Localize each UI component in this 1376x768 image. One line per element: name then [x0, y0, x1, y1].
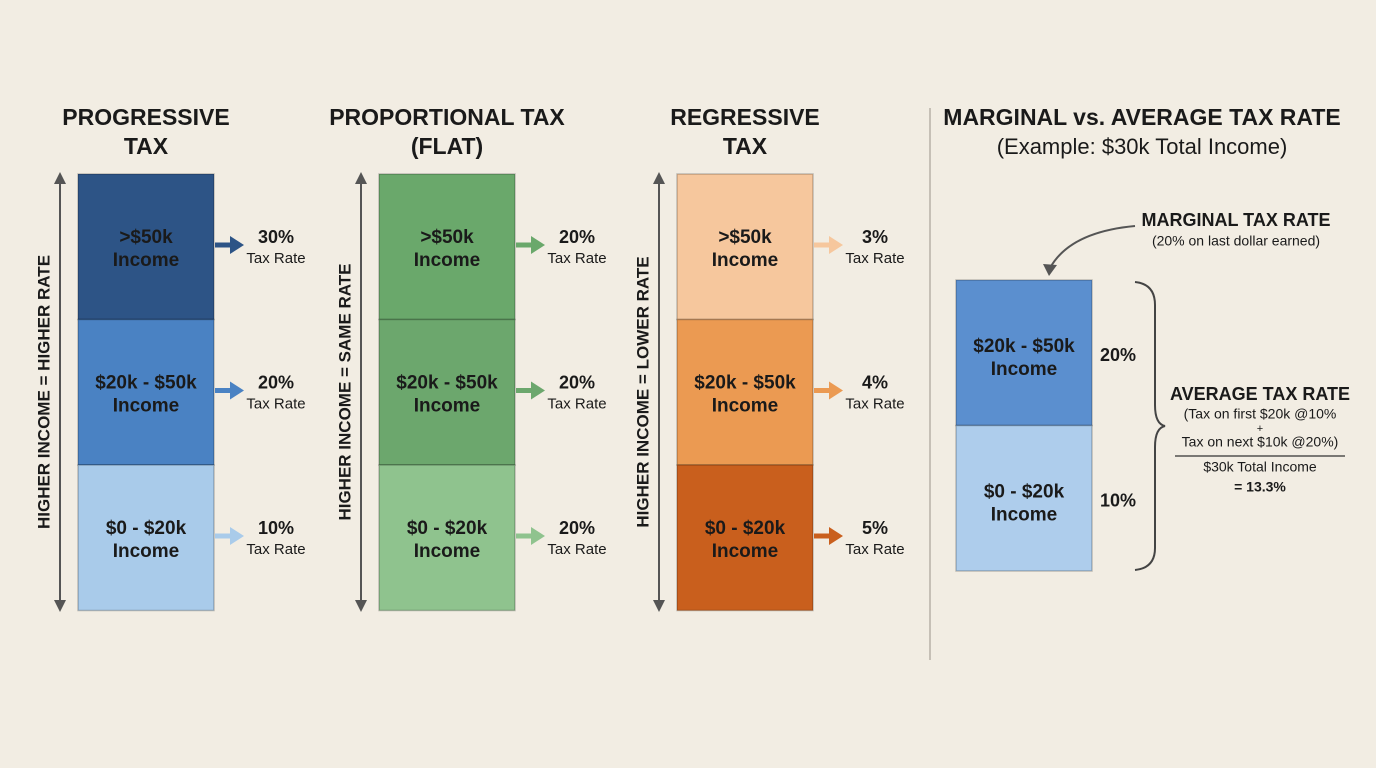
- axis-label: HIGHER INCOME = LOWER RATE: [633, 256, 652, 527]
- panel-title: TAX: [723, 133, 768, 159]
- income-band: [676, 318, 814, 466]
- tax-rate: 20%: [559, 372, 595, 392]
- rate-arrowhead: [531, 381, 545, 400]
- rate-arrowhead: [230, 381, 244, 400]
- panel-title: PROPORTIONAL TAX: [329, 104, 565, 130]
- formula-line: Tax on next $10k @20%): [1182, 434, 1339, 450]
- income-band: [676, 173, 814, 321]
- band-label: Income: [414, 396, 481, 417]
- formula-line: (Tax on first $20k @10%: [1184, 406, 1337, 422]
- rate-arrowhead: [531, 527, 545, 545]
- panel-title: (FLAT): [411, 133, 483, 159]
- tax-rate-label: Tax Rate: [246, 250, 305, 267]
- tax-rate: 5%: [862, 518, 888, 538]
- band-label: $0 - $20k: [984, 482, 1065, 503]
- marginal-arrowhead: [1043, 264, 1057, 276]
- axis-arrowhead: [54, 600, 66, 612]
- denominator: $30k Total Income: [1203, 459, 1317, 475]
- band-label: Income: [712, 396, 779, 417]
- tax-rate: 20%: [559, 518, 595, 538]
- band-label: Income: [991, 359, 1058, 380]
- comparison-subtitle: (Example: $30k Total Income): [997, 134, 1288, 159]
- rate-arrowhead: [829, 236, 843, 254]
- band-label: >$50k: [119, 227, 173, 248]
- tax-rate-label: Tax Rate: [845, 541, 904, 558]
- band-label: Income: [113, 541, 180, 562]
- axis-arrowhead: [355, 172, 367, 184]
- tax-rate: 3%: [862, 227, 888, 247]
- average-title: AVERAGE TAX RATE: [1170, 384, 1350, 404]
- band-label: $0 - $20k: [407, 518, 488, 539]
- marginal-note: (20% on last dollar earned): [1152, 233, 1320, 249]
- axis-arrowhead: [54, 172, 66, 184]
- band-label: $0 - $20k: [705, 518, 786, 539]
- tax-rate-label: Tax Rate: [547, 250, 606, 267]
- axis-label: HIGHER INCOME = SAME RATE: [335, 263, 354, 520]
- tax-rate-label: Tax Rate: [845, 395, 904, 412]
- axis-arrowhead: [653, 172, 665, 184]
- rate-arrowhead: [531, 236, 545, 254]
- band-label: Income: [414, 250, 481, 271]
- tax-rate: 4%: [862, 372, 888, 392]
- axis-arrowhead: [653, 600, 665, 612]
- income-band: [77, 464, 215, 612]
- result: = 13.3%: [1234, 479, 1286, 495]
- marginal-title: MARGINAL TAX RATE: [1142, 210, 1331, 230]
- band-label: Income: [414, 541, 481, 562]
- band-label: $20k - $50k: [694, 373, 796, 394]
- tax-rate-label: Tax Rate: [246, 395, 305, 412]
- panel-title: TAX: [124, 133, 169, 159]
- tax-rate: 10%: [1100, 490, 1136, 510]
- tax-rate: 10%: [258, 518, 294, 538]
- band-label: >$50k: [718, 227, 772, 248]
- tax-rate: 30%: [258, 227, 294, 247]
- brace: [1134, 281, 1166, 571]
- rate-arrowhead: [230, 527, 244, 545]
- rate-arrowhead: [829, 381, 843, 400]
- tax-rate-label: Tax Rate: [547, 541, 606, 558]
- band-label: $0 - $20k: [106, 518, 187, 539]
- band-label: Income: [712, 541, 779, 562]
- band-label: $20k - $50k: [973, 336, 1075, 357]
- axis-arrowhead: [355, 600, 367, 612]
- tax-rate: 20%: [1100, 345, 1136, 365]
- band-label: Income: [113, 250, 180, 271]
- axis-label: HIGHER INCOME = HIGHER RATE: [34, 255, 53, 529]
- panel-title: PROGRESSIVE: [62, 104, 229, 130]
- band-label: $20k - $50k: [396, 373, 498, 394]
- panel-title: REGRESSIVE: [670, 104, 820, 130]
- income-band: [378, 318, 516, 466]
- comparison-title: MARGINAL vs. AVERAGE TAX RATE: [943, 104, 1340, 130]
- rate-arrowhead: [230, 236, 244, 254]
- tax-rate-label: Tax Rate: [547, 395, 606, 412]
- income-band: [77, 173, 215, 321]
- income-band: [676, 464, 814, 612]
- band-label: Income: [991, 505, 1058, 526]
- tax-rate: 20%: [258, 372, 294, 392]
- income-band: [955, 279, 1093, 427]
- band-label: Income: [712, 250, 779, 271]
- income-band: [378, 173, 516, 321]
- tax-rate-label: Tax Rate: [246, 541, 305, 558]
- formula-plus: +: [1257, 423, 1263, 435]
- income-band: [378, 464, 516, 612]
- band-label: Income: [113, 396, 180, 417]
- marginal-arrow: [1049, 225, 1136, 269]
- income-band: [955, 424, 1093, 572]
- band-label: >$50k: [420, 227, 474, 248]
- band-label: $20k - $50k: [95, 373, 197, 394]
- tax-rate: 20%: [559, 227, 595, 247]
- rate-arrowhead: [829, 527, 843, 545]
- tax-rate-label: Tax Rate: [845, 250, 904, 267]
